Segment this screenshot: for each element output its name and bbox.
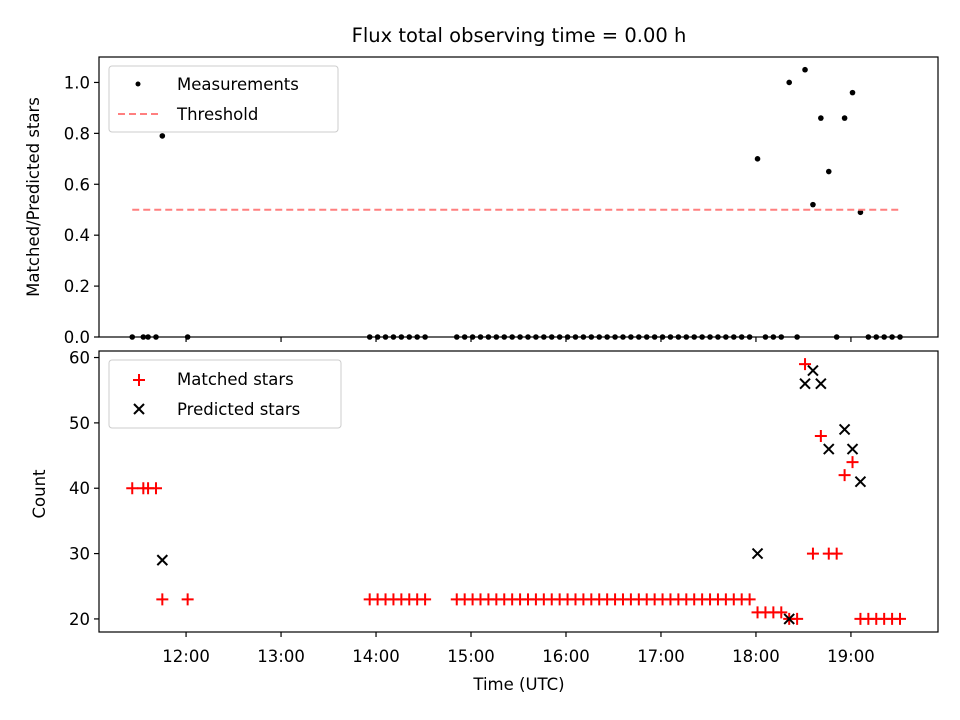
top-panel-ylabel: Matched/Predicted stars	[24, 97, 43, 297]
bottom-legend-predicted-label: Predicted stars	[177, 400, 300, 419]
bottom-panel-ylabel: Count	[30, 469, 49, 519]
xtick-label: 17:00	[637, 647, 685, 666]
matched-stars-point	[419, 593, 432, 606]
matched-stars-point	[846, 456, 859, 469]
top-ytick-label: 0.4	[64, 226, 90, 245]
top-legend-threshold-label: Threshold	[176, 105, 258, 124]
top-ytick-label: 0.6	[64, 175, 90, 194]
top-panel-frame	[98, 56, 939, 338]
bottom-ytick-label: 40	[69, 479, 90, 498]
predicted-stars-point	[156, 554, 169, 566]
measurement-point	[818, 115, 824, 121]
top-ytick-label: 0.0	[64, 328, 90, 347]
bottom-panel-legend: Matched stars Predicted stars	[108, 359, 342, 429]
predicted-stars-point	[799, 377, 811, 390]
matched-stars-point	[156, 593, 169, 606]
measurement-point	[802, 66, 808, 73]
bottom-ytick-label: 50	[69, 414, 90, 433]
measurement-point	[849, 89, 856, 96]
top-panel-axes: 0.0 0.2 0.4 0.6 0.8 1.0	[64, 73, 852, 347]
bottom-ytick-label: 60	[69, 349, 90, 368]
xtick-label: 16:00	[542, 647, 590, 666]
matched-stars-point	[799, 358, 812, 371]
top-ytick-label: 1.0	[64, 73, 90, 92]
chart-title: Flux total observing time = 0.00 h	[352, 24, 687, 47]
matched-stars-point	[806, 547, 819, 560]
bottom-legend-box	[108, 359, 342, 429]
measurement-point	[810, 201, 816, 208]
predicted-stars-point	[815, 377, 827, 390]
predicted-stars-point	[846, 443, 859, 455]
top-panel-legend: Measurements Threshold	[108, 65, 339, 133]
matched-stars-point	[814, 429, 827, 442]
matched-stars-point	[149, 482, 162, 495]
xtick-label: 13:00	[257, 647, 305, 666]
xtick-label: 12:00	[162, 647, 210, 666]
measurement-point	[159, 133, 166, 139]
bottom-legend-matched-label: Matched stars	[177, 370, 294, 389]
bottom-legend-predicted-marker	[133, 403, 145, 415]
matched-stars-point	[775, 606, 788, 619]
bottom-ytick-label: 30	[69, 545, 90, 564]
measurement-point	[786, 79, 792, 86]
top-ytick-label: 0.2	[64, 277, 90, 296]
measurement-point	[825, 168, 832, 175]
top-legend-measurements-marker	[135, 81, 141, 87]
bottom-panel-frame	[98, 350, 939, 633]
x-axis-label: Time (UTC)	[472, 675, 564, 694]
matched-stars-point	[743, 593, 756, 606]
measurement-point	[857, 209, 864, 216]
bottom-ytick-label: 20	[69, 610, 90, 629]
xtick-label: 18:00	[732, 647, 780, 666]
xtick-label: 19:00	[827, 647, 875, 666]
matched-stars-point	[838, 469, 851, 482]
matched-stars-point	[181, 593, 194, 606]
measurement-point	[754, 156, 761, 162]
predicted-stars-point	[783, 613, 795, 625]
bottom-panel-counts: 20 30 40 50 60 12:00 13:00 14:00 15:00 16:00 17:00…	[30, 349, 939, 694]
predicted-stars-point	[854, 475, 867, 488]
bottom-panel-marks	[126, 358, 907, 625]
bottom-panel-axes: 20 30 40 50 60 12:00 13:00 14:00 15:00 16:00 17:00…	[69, 349, 875, 666]
top-ytick-label: 0.8	[64, 124, 90, 143]
top-legend-measurements-label: Measurements	[177, 75, 299, 94]
matched-stars-point	[894, 612, 907, 625]
matched-stars-point	[830, 547, 843, 560]
predicted-stars-point	[838, 423, 851, 436]
xtick-label: 14:00	[352, 647, 400, 666]
matched-stars-point	[126, 482, 139, 495]
measurement-point	[841, 115, 848, 121]
xtick-label: 15:00	[447, 647, 495, 666]
bottom-legend-matched-marker	[133, 374, 145, 386]
top-panel-ratio: 0.0 0.2 0.4 0.6 0.8 1.0 Matched/Predicted sta…	[24, 56, 939, 347]
top-legend-box	[108, 65, 339, 133]
predicted-stars-point	[751, 547, 764, 560]
predicted-stars-point	[807, 364, 819, 377]
matched-stars-point	[791, 612, 804, 625]
predicted-stars-point	[823, 443, 835, 455]
